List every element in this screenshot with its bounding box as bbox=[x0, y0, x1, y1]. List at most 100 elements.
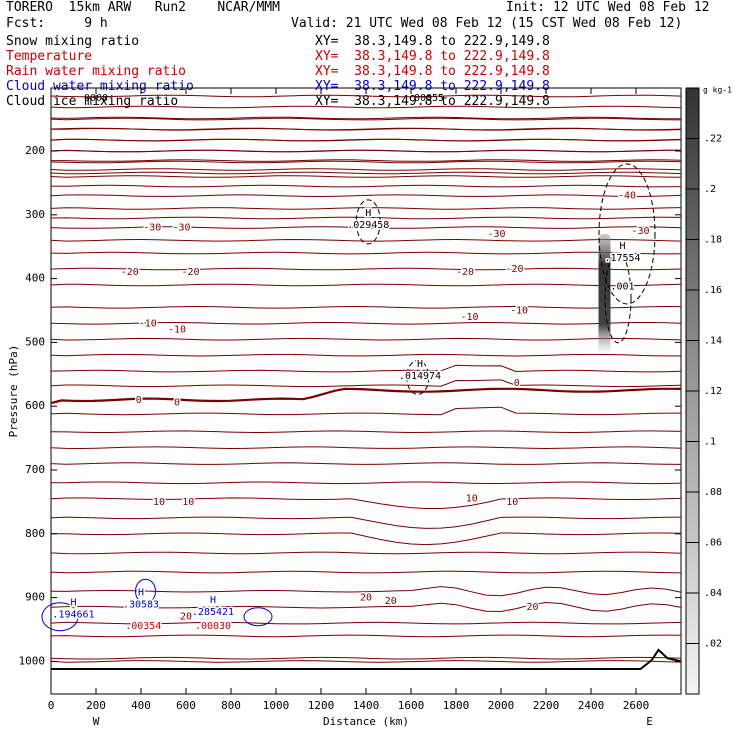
isotherm-label: -30 bbox=[143, 223, 161, 234]
isotherm-label: -10 bbox=[139, 318, 157, 329]
y-tick-label: 200 bbox=[25, 144, 45, 157]
isotherm-line bbox=[50, 337, 682, 341]
isotherm-line bbox=[50, 207, 682, 210]
isotherm-line bbox=[50, 238, 682, 242]
overlap-label: 00055 bbox=[414, 93, 444, 104]
x-tick-label: 2600 bbox=[623, 699, 650, 712]
cloud-ice-contour bbox=[406, 359, 430, 395]
isotherm-line bbox=[50, 226, 682, 229]
isotherm-line bbox=[50, 194, 682, 198]
isotherm-line bbox=[50, 216, 682, 220]
isotherm-label: 20 bbox=[526, 602, 538, 613]
x-tick-label: 1800 bbox=[443, 699, 470, 712]
colorbar-label: .1 bbox=[704, 437, 716, 448]
x-tick-label: 2400 bbox=[578, 699, 605, 712]
colorbar-label: .2 bbox=[704, 184, 716, 195]
isotherm-label: 20 bbox=[180, 612, 192, 623]
isotherm-label: 20 bbox=[385, 596, 397, 607]
isotherm-line bbox=[50, 127, 682, 131]
isotherm-label: -30 bbox=[172, 223, 190, 234]
isotherm-line bbox=[50, 116, 682, 120]
isotherm-line bbox=[50, 406, 681, 416]
y-tick-label: 1000 bbox=[19, 654, 46, 667]
freezing-level-line bbox=[50, 387, 682, 405]
x-end-label-west: W bbox=[93, 715, 100, 728]
colorbar-label: .02 bbox=[704, 639, 722, 650]
isotherm-line bbox=[50, 175, 682, 178]
header-forecast: Fcst: 9 h bbox=[6, 16, 108, 31]
extremum-h-marker: H bbox=[70, 598, 76, 609]
field-name-cloud-ice: Cloud ice mixing ratio bbox=[6, 94, 179, 109]
colorbar-label: .22 bbox=[704, 134, 722, 145]
isotherm-label: 0 bbox=[136, 395, 142, 406]
cloud-ice-contour bbox=[355, 199, 381, 245]
isotherm-label: -10 bbox=[168, 325, 186, 336]
header-model: TORERO 15km ARW Run2 NCAR/MMM bbox=[6, 0, 280, 15]
y-tick-label: 600 bbox=[25, 399, 45, 412]
isotherm-line bbox=[50, 660, 682, 663]
extremum-h-marker: H bbox=[619, 241, 625, 252]
cloud-water-contour bbox=[243, 607, 273, 627]
isotherm-label: 10 bbox=[506, 497, 518, 508]
isotherm-label: -10 bbox=[510, 306, 528, 317]
cloud-water-contour bbox=[41, 602, 79, 632]
extremum-h-marker: H bbox=[365, 208, 371, 219]
x-tick-label: 600 bbox=[176, 699, 196, 712]
colorbar-label: .14 bbox=[704, 336, 722, 347]
field-name-rain: Rain water mixing ratio bbox=[6, 64, 187, 79]
isotherm-line bbox=[50, 570, 682, 574]
colorbar-label: .06 bbox=[704, 538, 722, 549]
isotherm-label: -20 bbox=[121, 267, 139, 278]
x-end-label-east: E bbox=[646, 715, 653, 728]
field-name-temperature: Temperature bbox=[6, 49, 93, 64]
isotherm-line bbox=[50, 283, 682, 287]
extremum-value-label: .001 bbox=[610, 282, 634, 293]
isotherm-line bbox=[50, 321, 682, 325]
field-name-snow: Snow mixing ratio bbox=[6, 34, 140, 49]
isotherm-label: 20 bbox=[360, 593, 372, 604]
isotherm-line bbox=[50, 462, 682, 465]
header-valid: Valid: 21 UTC Wed 08 Feb 12 (15 CST Wed … bbox=[291, 16, 683, 31]
isotherm-label: -20 bbox=[456, 267, 474, 278]
isotherm-label: -20 bbox=[505, 264, 523, 275]
colorbar-label: .16 bbox=[704, 285, 722, 296]
extremum-value-label: .00030 bbox=[195, 621, 231, 632]
y-tick-label: 400 bbox=[25, 272, 45, 285]
x-tick-label: 2200 bbox=[533, 699, 560, 712]
colorbar-label: .08 bbox=[704, 487, 722, 498]
x-tick-label: 1600 bbox=[398, 699, 425, 712]
extremum-value-label: .30583 bbox=[123, 599, 159, 610]
extremum-h-marker: H bbox=[417, 359, 423, 370]
header-init: Init: 12 UTC Wed 08 Feb 12 bbox=[506, 0, 710, 15]
cloud-ice-contour bbox=[604, 252, 632, 344]
field-xy-temperature: XY= 38.3,149.8 to 222.9,149.8 bbox=[315, 49, 550, 64]
isotherm-line bbox=[50, 117, 682, 121]
isotherm-label: 10 bbox=[466, 494, 478, 505]
extremum-value-label: .194661 bbox=[52, 610, 94, 621]
isotherm-line bbox=[50, 160, 682, 164]
extremum-value-label: .029458 bbox=[347, 220, 389, 231]
isotherm-line bbox=[50, 621, 682, 625]
x-tick-label: 400 bbox=[131, 699, 151, 712]
isotherm-line bbox=[50, 267, 682, 271]
x-tick-label: 800 bbox=[221, 699, 241, 712]
isotherm-line bbox=[50, 634, 682, 638]
y-tick-label: 300 bbox=[25, 208, 45, 221]
y-tick-label: 700 bbox=[25, 463, 45, 476]
extremum-h-marker: H bbox=[138, 587, 144, 598]
isotherm-line bbox=[50, 497, 682, 509]
colorbar-label: .04 bbox=[704, 588, 722, 599]
extremum-value-label: .285421 bbox=[192, 607, 234, 618]
isotherm-line bbox=[50, 516, 682, 529]
isotherm-label: -10 bbox=[460, 312, 478, 323]
isotherm-line bbox=[50, 532, 682, 546]
isotherm-line bbox=[50, 430, 682, 434]
isotherm-line bbox=[50, 168, 682, 171]
x-tick-label: 0 bbox=[48, 699, 55, 712]
cloud-ice-contour bbox=[598, 163, 656, 305]
field-xy-snow: XY= 38.3,149.8 to 222.9,149.8 bbox=[315, 34, 550, 49]
field-xy-rain: XY= 38.3,149.8 to 222.9,149.8 bbox=[315, 64, 550, 79]
extremum-value-label: .17554 bbox=[604, 253, 640, 264]
isotherm-line bbox=[50, 551, 682, 555]
y-axis-title: Pressure (hPa) bbox=[7, 345, 20, 438]
